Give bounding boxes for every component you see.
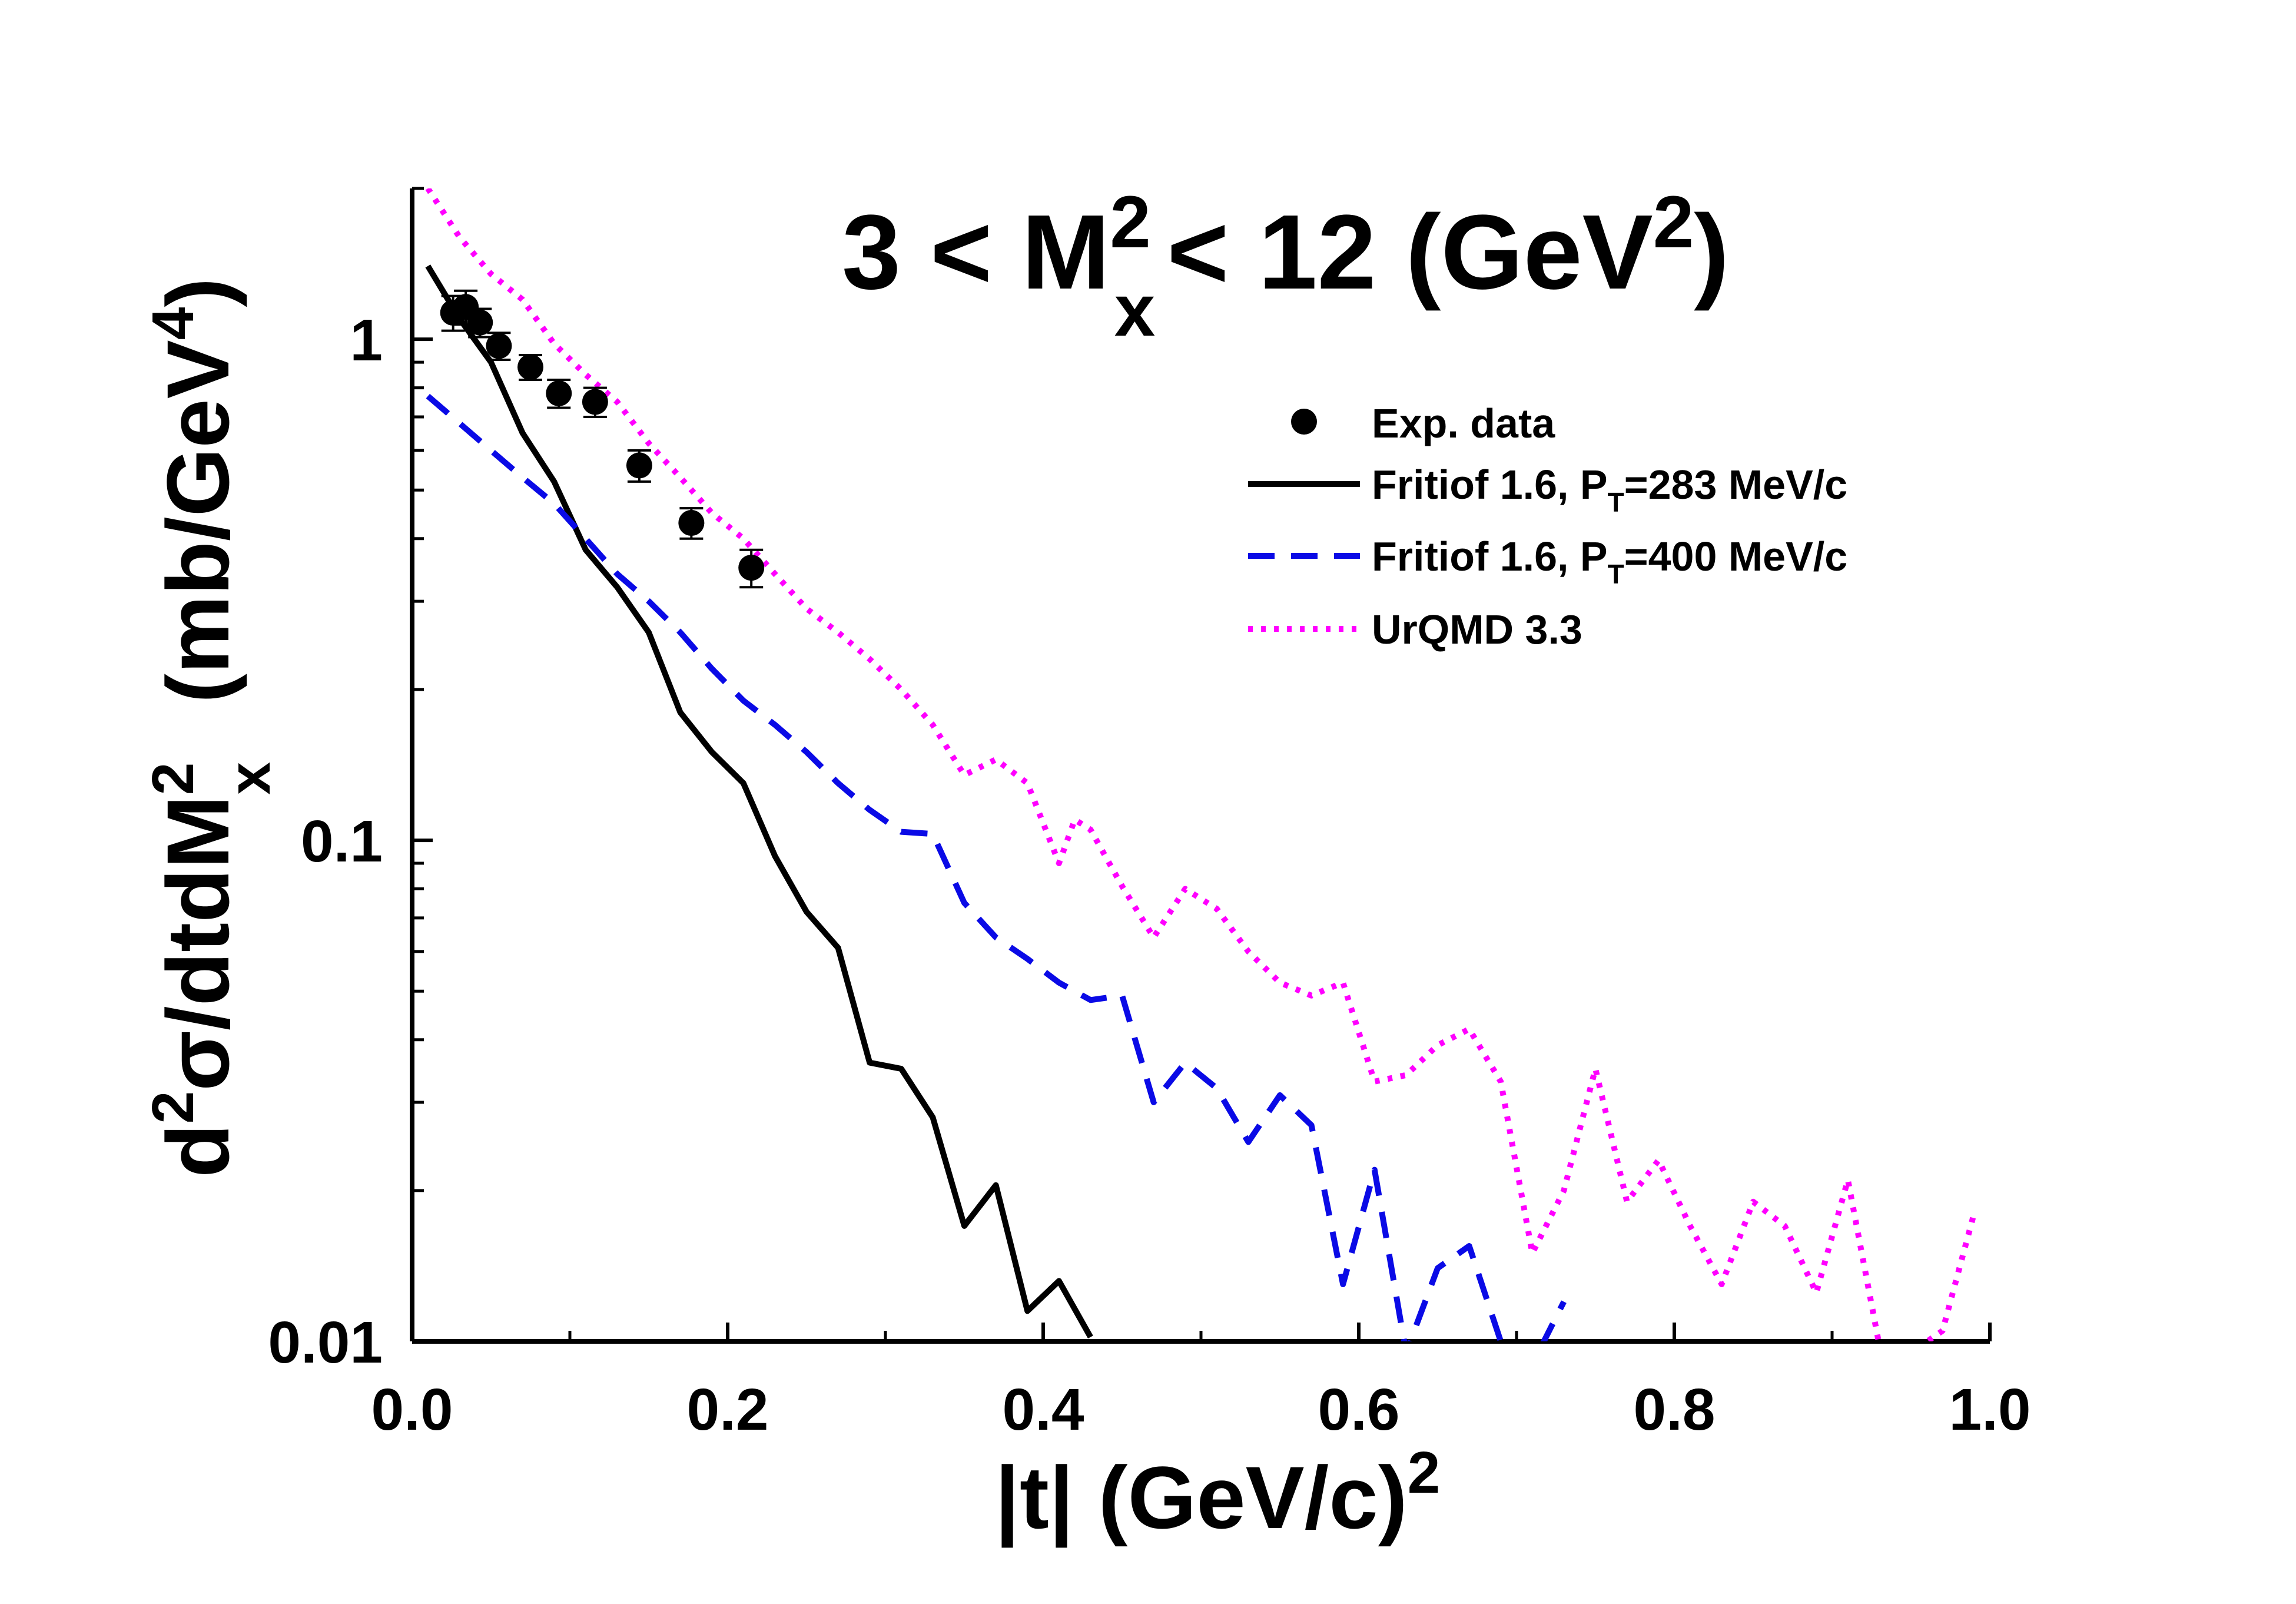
data-point: [626, 452, 652, 479]
series-0: [440, 289, 765, 589]
series-line: [425, 188, 1978, 1341]
x-ticks: 0.0 0.2 0.4 0.6 0.8 1.0: [371, 1323, 2031, 1443]
legend-label: Fritiof 1.6, PT=283 MeV/c: [1372, 462, 1847, 518]
legend-item-2: Fritiof 1.6, PT=400 MeV/c: [1248, 533, 1847, 589]
axes: [410, 188, 1990, 1344]
x-axis-label: |t| (GeV/c)2: [995, 1440, 1440, 1548]
data-point: [582, 389, 608, 415]
series-2: [426, 393, 1567, 1341]
legend: Exp. data Fritiof 1.6, PT=283 MeV/c Fritio…: [1248, 400, 1847, 652]
data-point: [546, 380, 572, 406]
series-3: [425, 188, 1978, 1341]
y-axis-label: d2σ/dtdM2 x(mb/GeV4): [140, 278, 283, 1178]
x-tick-label: 1.0: [1949, 1377, 2030, 1443]
y-ticks: 0.01 0.1 1: [268, 187, 433, 1376]
chart-title: 3 < M2 x < 12 (GeV2): [842, 181, 1729, 352]
legend-label: UrQMD 3.3: [1372, 607, 1582, 652]
y-tick-label: 0.1: [301, 808, 383, 874]
legend-item-0: Exp. data: [1291, 400, 1555, 446]
x-tick-label: 0.2: [686, 1377, 768, 1443]
data-point: [678, 510, 705, 536]
y-tick-label: 0.01: [268, 1310, 383, 1376]
data-point: [467, 309, 493, 336]
data-point: [517, 354, 543, 380]
x-tick-label: 0.0: [371, 1377, 453, 1443]
series-line: [425, 264, 1093, 1339]
x-tick-label: 0.6: [1318, 1377, 1399, 1443]
data-point: [486, 333, 512, 359]
series-line: [426, 393, 1567, 1341]
data-point: [738, 555, 765, 581]
series-1: [425, 264, 1093, 1339]
legend-label: Exp. data: [1372, 400, 1555, 446]
series-layer: [425, 188, 1978, 1341]
legend-marker: [1291, 409, 1317, 435]
legend-item-3: UrQMD 3.3: [1248, 607, 1582, 652]
x-tick-label: 0.4: [1002, 1377, 1084, 1443]
legend-item-1: Fritiof 1.6, PT=283 MeV/c: [1248, 462, 1847, 518]
legend-label: Fritiof 1.6, PT=400 MeV/c: [1372, 533, 1847, 589]
x-tick-label: 0.8: [1633, 1377, 1715, 1443]
y-tick-label: 1: [350, 307, 383, 373]
